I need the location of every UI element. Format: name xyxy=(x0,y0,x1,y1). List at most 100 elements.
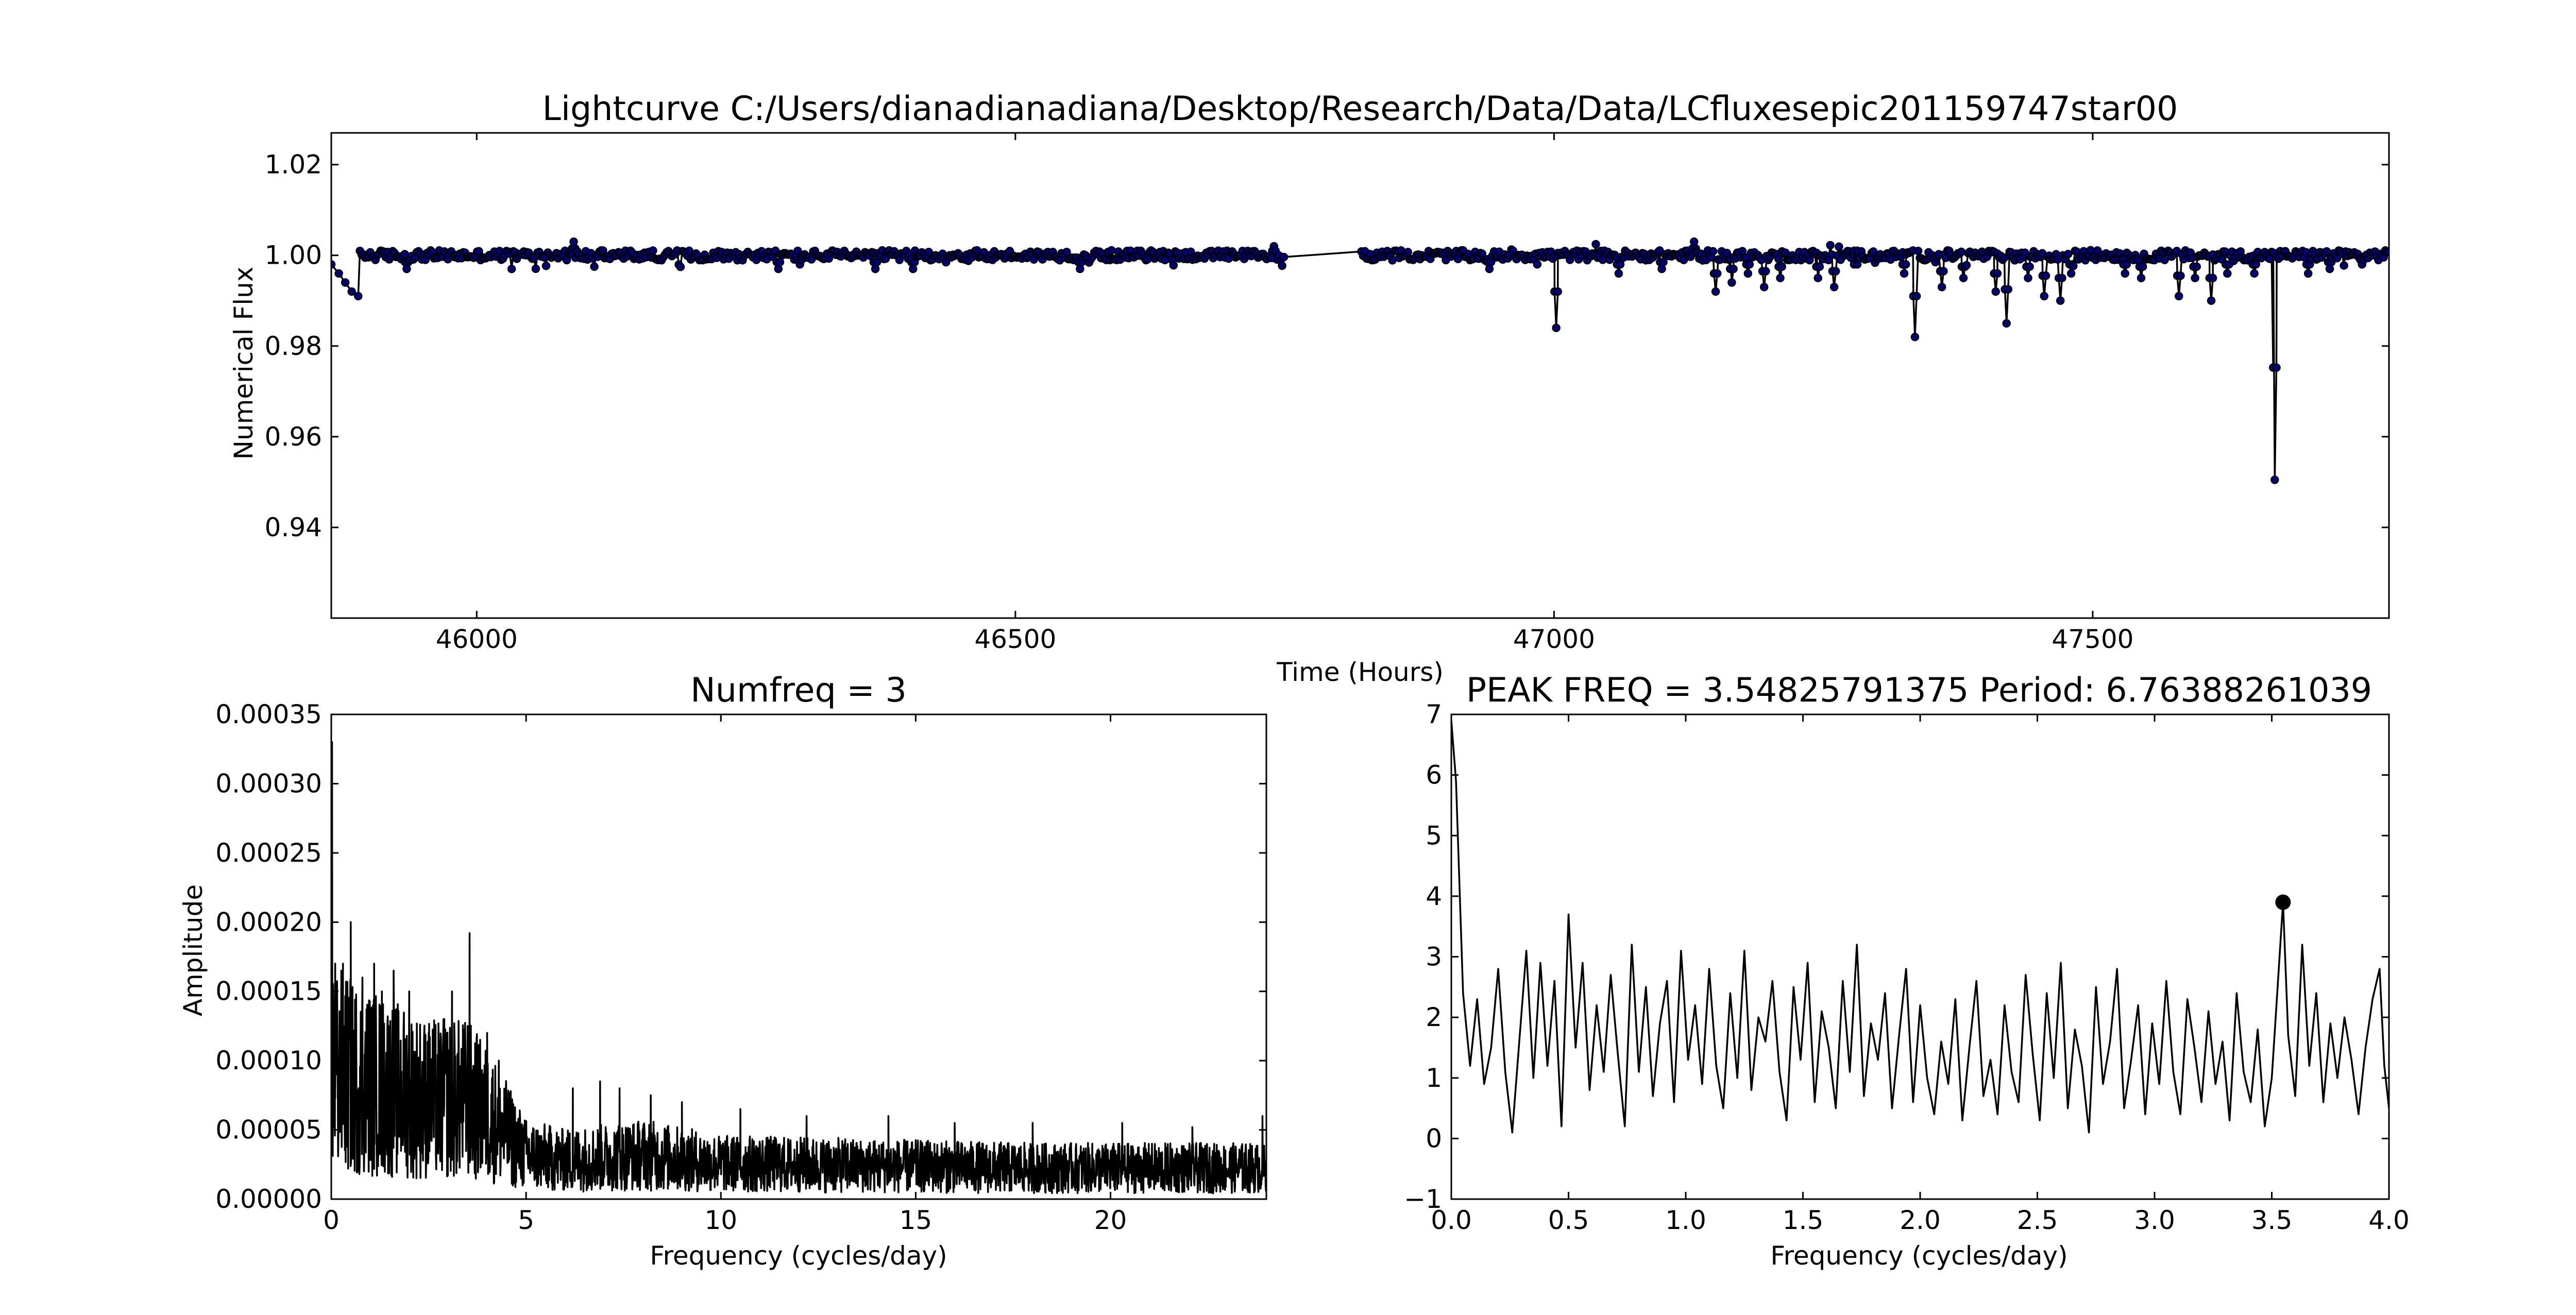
lightcurve-point xyxy=(1781,248,1790,257)
lightcurve-point xyxy=(1776,274,1785,282)
lightcurve-point xyxy=(1831,267,1840,276)
lightcurve-point xyxy=(2064,249,2073,259)
lightcurve-point xyxy=(1759,283,1769,292)
lightcurve-y-tick-label: 1.00 xyxy=(265,241,322,270)
peak-frequency-x-tick-label: 2.0 xyxy=(1900,1205,1941,1235)
lightcurve-point xyxy=(1777,262,1786,271)
lightcurve-point xyxy=(590,262,599,271)
lightcurve-point xyxy=(649,246,657,255)
amplitude-spectrum-x-tick-label: 10 xyxy=(704,1205,737,1235)
lightcurve-point xyxy=(1913,246,1923,255)
amplitude-spectrum-x-tick-label: 15 xyxy=(900,1205,933,1235)
peak-frequency-title: PEAK FREQ = 3.54825791375 Period: 6.7638… xyxy=(1466,671,2372,710)
lightcurve-point xyxy=(1835,242,1843,251)
lightcurve-point xyxy=(2000,253,2009,262)
lightcurve-point xyxy=(871,264,880,274)
lightcurve-point xyxy=(1143,255,1152,264)
lightcurve-point xyxy=(2025,262,2034,271)
peak-frequency-y-tick-label: 6 xyxy=(1426,760,1442,790)
lightcurve-point xyxy=(1689,237,1699,246)
peak-frequency-x-tick-label: 3.5 xyxy=(2251,1205,2293,1235)
lightcurve-plot-frame xyxy=(330,132,2390,619)
amplitude-spectrum-y-tick-label: 0.00030 xyxy=(215,768,322,798)
lightcurve-point xyxy=(354,292,363,301)
lightcurve-point xyxy=(2301,248,2311,257)
lightcurve-points xyxy=(331,237,2389,484)
lightcurve-y-tick-label: 0.94 xyxy=(265,513,322,542)
lightcurve-point xyxy=(872,258,882,267)
lightcurve-point xyxy=(2069,262,2078,270)
lightcurve-x-tick-label: 46500 xyxy=(974,624,1056,654)
amplitude-spectrum-x-tick-label: 5 xyxy=(518,1205,534,1235)
lightcurve-point xyxy=(1533,260,1542,269)
lightcurve-point xyxy=(1279,252,1289,262)
lightcurve-panel: Lightcurve C:/Users/dianadianadiana/Desk… xyxy=(229,90,2390,687)
lightcurve-point xyxy=(1657,264,1666,274)
lightcurve-point xyxy=(2160,255,2169,264)
amplitude-spectrum-y-tick-label: 0.00005 xyxy=(215,1115,322,1145)
peak-frequency-y-tick-label: 2 xyxy=(1426,1002,1442,1032)
lightcurve-point xyxy=(1814,274,1822,282)
lightcurve-point xyxy=(507,264,516,274)
lightcurve-x-tick-label: 47500 xyxy=(2052,624,2133,654)
lightcurve-point xyxy=(1991,287,2000,296)
lightcurve-point xyxy=(541,261,551,270)
lightcurve-point xyxy=(2041,271,2050,280)
lightcurve-point xyxy=(1553,287,1562,296)
lightcurve-point xyxy=(400,250,409,259)
lightcurve-point xyxy=(1745,260,1754,269)
lightcurve-point xyxy=(2004,285,2013,294)
lightcurve-x-axis-label: Time (Hours) xyxy=(1276,657,1444,687)
lightcurve-point xyxy=(1912,292,1921,301)
lightcurve-x-tick-label: 47000 xyxy=(1513,624,1595,654)
lightcurve-point xyxy=(2056,296,2065,305)
peak-frequency-y-tick-label: 7 xyxy=(1426,699,1442,729)
lightcurve-point xyxy=(2002,319,2011,328)
lightcurve-x-tick-label: 46000 xyxy=(436,624,518,654)
lightcurve-point xyxy=(2191,274,2199,282)
lightcurve-point xyxy=(2325,264,2334,274)
lightcurve-point xyxy=(1869,247,1878,256)
lightcurve-point xyxy=(334,269,343,278)
lightcurve-point xyxy=(1962,261,1971,270)
lightcurve-data-layer xyxy=(331,237,2389,484)
lightcurve-point xyxy=(1815,262,1824,271)
lightcurve-point xyxy=(774,264,783,274)
amplitude-spectrum-y-tick-label: 0.00020 xyxy=(215,907,322,937)
peak-frequency-x-axis-label: Frequency (cycles/day) xyxy=(1770,1241,2067,1271)
lightcurve-point xyxy=(1107,246,1116,255)
amplitude-spectrum-data-layer xyxy=(331,741,1266,1194)
lightcurve-point xyxy=(341,278,350,287)
peak-frequency-x-tick-label: 1.5 xyxy=(1783,1205,1824,1235)
peak-frequency-line xyxy=(1451,720,2389,1134)
lightcurve-point xyxy=(2058,274,2066,282)
lightcurve-point xyxy=(569,237,578,246)
peak-frequency-y-tick-label: 5 xyxy=(1426,821,1442,850)
amplitude-spectrum-panel: Numfreq = 3 Frequency (cycles/day) Ampli… xyxy=(178,671,1267,1271)
lightcurve-point xyxy=(2066,269,2076,278)
lightcurve-point xyxy=(1616,260,1625,269)
lightcurve-y-axis-label: Numerical Flux xyxy=(229,267,259,460)
lightcurve-point xyxy=(1761,267,1770,276)
lightcurve-point xyxy=(2272,363,2281,372)
peak-frequency-y-tick-label: 4 xyxy=(1426,881,1442,911)
peak-frequency-marker xyxy=(2275,894,2291,910)
lightcurve-point xyxy=(2176,271,2185,280)
lightcurve-point xyxy=(676,262,685,271)
lightcurve-point xyxy=(1614,269,1623,278)
lightcurve-point xyxy=(2122,260,2131,269)
lightcurve-title: Lightcurve C:/Users/dianadianadiana/Desk… xyxy=(543,90,2178,128)
amplitude-spectrum-y-tick-label: 0.00035 xyxy=(215,699,322,729)
peak-frequency-x-tick-label: 4.0 xyxy=(2368,1205,2410,1235)
amplitude-spectrum-line xyxy=(331,741,1266,1194)
lightcurve-point xyxy=(1957,247,1966,257)
lightcurve-point xyxy=(2024,274,2032,282)
lightcurve-point xyxy=(2138,262,2147,271)
lightcurve-point xyxy=(793,246,802,255)
lightcurve-point xyxy=(1829,283,1839,292)
lightcurve-point xyxy=(2250,269,2259,278)
lightcurve-point xyxy=(1278,261,1286,270)
lightcurve-point xyxy=(2207,296,2216,305)
lightcurve-y-tick-label: 0.98 xyxy=(265,331,322,361)
lightcurve-point xyxy=(1552,323,1561,332)
